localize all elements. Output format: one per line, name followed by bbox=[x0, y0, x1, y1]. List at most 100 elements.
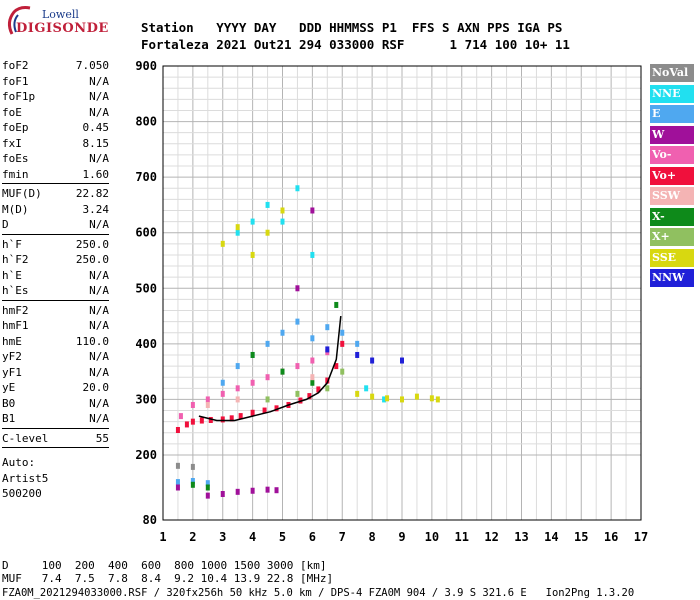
param-name: foEp bbox=[2, 121, 29, 134]
param-row: h`Es N/A bbox=[2, 283, 109, 299]
x-tick-label: 12 bbox=[484, 530, 498, 544]
logo-digisonde-text: DIGISONDE bbox=[16, 21, 109, 36]
data-point-e bbox=[265, 340, 270, 347]
data-point-sse bbox=[265, 229, 270, 236]
legend-item-sse: SSE bbox=[650, 248, 694, 267]
param-name: hmF1 bbox=[2, 319, 29, 332]
param-value: N/A bbox=[89, 105, 109, 119]
scaled-parameters-panel: foF2 7.050 foF1 N/A foF1p N/A foE N/A foEp 0.45 fx… bbox=[2, 58, 109, 502]
param-value: N/A bbox=[89, 396, 109, 410]
param-name: yE bbox=[2, 381, 16, 394]
param-value: N/A bbox=[89, 350, 109, 363]
data-point-x- bbox=[280, 368, 285, 375]
data-point-x- bbox=[205, 484, 210, 491]
param-row: h`E N/A bbox=[2, 268, 109, 284]
data-point-vo- bbox=[184, 421, 189, 428]
param-value: 55 bbox=[95, 431, 109, 445]
x-tick-label: 16 bbox=[604, 530, 618, 544]
legend-item-w: W bbox=[650, 125, 694, 144]
autoscale-artist: Artist5 bbox=[2, 471, 49, 485]
param-row: fxI 8.15 bbox=[2, 136, 109, 152]
data-point-x- bbox=[265, 396, 270, 403]
data-point-x- bbox=[310, 379, 315, 386]
data-point-ssw bbox=[310, 374, 315, 381]
data-point-sse bbox=[400, 396, 404, 403]
param-name: D bbox=[2, 218, 9, 231]
x-tick-label: 15 bbox=[574, 530, 588, 544]
param-name: B1 bbox=[2, 412, 16, 425]
x-tick-label: 6 bbox=[309, 530, 316, 544]
param-value: N/A bbox=[89, 268, 109, 282]
data-point-vo- bbox=[325, 377, 330, 384]
data-point-ssw bbox=[205, 401, 210, 408]
data-point-ssw bbox=[235, 396, 240, 403]
data-point-sse bbox=[370, 393, 375, 400]
legend-item-x-: X+ bbox=[650, 228, 694, 246]
data-point-nne bbox=[280, 218, 285, 225]
data-point-vo- bbox=[205, 396, 210, 403]
data-point-x- bbox=[325, 385, 330, 392]
param-row: yE 20.0 bbox=[2, 380, 109, 396]
param-value: 8.15 bbox=[82, 136, 110, 150]
param-name: fmin bbox=[2, 167, 29, 181]
param-name: yF2 bbox=[2, 350, 22, 363]
param-value: N/A bbox=[89, 284, 109, 297]
data-point-nne bbox=[265, 201, 270, 208]
param-value: N/A bbox=[89, 90, 109, 103]
data-point-sse bbox=[414, 393, 419, 400]
param-row: foEs N/A bbox=[2, 151, 109, 167]
param-name: h`F bbox=[2, 237, 22, 251]
param-row: M(D) 3.24 bbox=[2, 202, 109, 218]
legend-item-ssw: SSW bbox=[650, 187, 694, 205]
param-value: N/A bbox=[89, 218, 109, 231]
logo-swirl-icon bbox=[7, 6, 31, 35]
data-point-vo- bbox=[316, 386, 321, 393]
param-name: h`E bbox=[2, 268, 22, 282]
data-point-vo- bbox=[229, 415, 234, 422]
y-tick-label: 500 bbox=[135, 281, 157, 295]
data-point-vo- bbox=[208, 416, 213, 423]
data-point-noval bbox=[175, 462, 180, 469]
data-point-e bbox=[175, 479, 180, 486]
data-point-vo- bbox=[175, 426, 180, 433]
param-name: h`Es bbox=[2, 284, 29, 297]
muf-line: MUF 7.4 7.5 7.8 8.4 9.2 10.4 13.9 22.8 [… bbox=[2, 572, 334, 585]
legend-item-nnw: NNW bbox=[650, 269, 694, 287]
param-name: foEs bbox=[2, 152, 29, 165]
data-point-x- bbox=[190, 481, 195, 488]
legend-item-vo-: Vo+ bbox=[650, 166, 694, 185]
data-point-vo- bbox=[250, 379, 255, 386]
data-point-e bbox=[205, 480, 210, 487]
data-point-vo- bbox=[190, 418, 195, 425]
x-tick-label: 4 bbox=[249, 530, 256, 544]
data-point-x- bbox=[295, 390, 300, 397]
param-row: B0 N/A bbox=[2, 396, 109, 412]
param-name: foE bbox=[2, 105, 22, 119]
param-value: N/A bbox=[89, 365, 109, 379]
data-point-nne bbox=[364, 385, 369, 392]
x-tick-label: 8 bbox=[369, 530, 376, 544]
legend-item-e: E bbox=[650, 105, 694, 123]
param-row: foF2 7.050 bbox=[2, 58, 109, 74]
x-tick-label: 2 bbox=[189, 530, 196, 544]
data-point-e bbox=[220, 379, 225, 386]
x-tick-label: 10 bbox=[425, 530, 439, 544]
x-tick-label: 9 bbox=[398, 530, 405, 544]
param-value: 3.24 bbox=[82, 202, 110, 216]
param-name: hmF2 bbox=[2, 303, 29, 317]
param-row: hmF1 N/A bbox=[2, 318, 109, 334]
y-tick-label: 300 bbox=[135, 392, 157, 406]
param-name: MUF(D) bbox=[2, 187, 42, 200]
param-row: foEp 0.45 bbox=[2, 120, 109, 136]
param-row: foE N/A bbox=[2, 105, 109, 121]
x-tick-label: 11 bbox=[455, 530, 469, 544]
data-point-sse bbox=[355, 390, 360, 397]
param-value: N/A bbox=[89, 319, 109, 332]
data-point-nne bbox=[295, 185, 300, 192]
data-point-vo- bbox=[190, 401, 195, 408]
station-header-values: Fortaleza 2021 Out21 294 033000 RSF 1 71… bbox=[141, 37, 570, 52]
data-point-vo- bbox=[178, 413, 183, 420]
param-name: B0 bbox=[2, 396, 16, 410]
data-point-sse bbox=[429, 395, 434, 402]
data-point-e bbox=[325, 324, 330, 331]
